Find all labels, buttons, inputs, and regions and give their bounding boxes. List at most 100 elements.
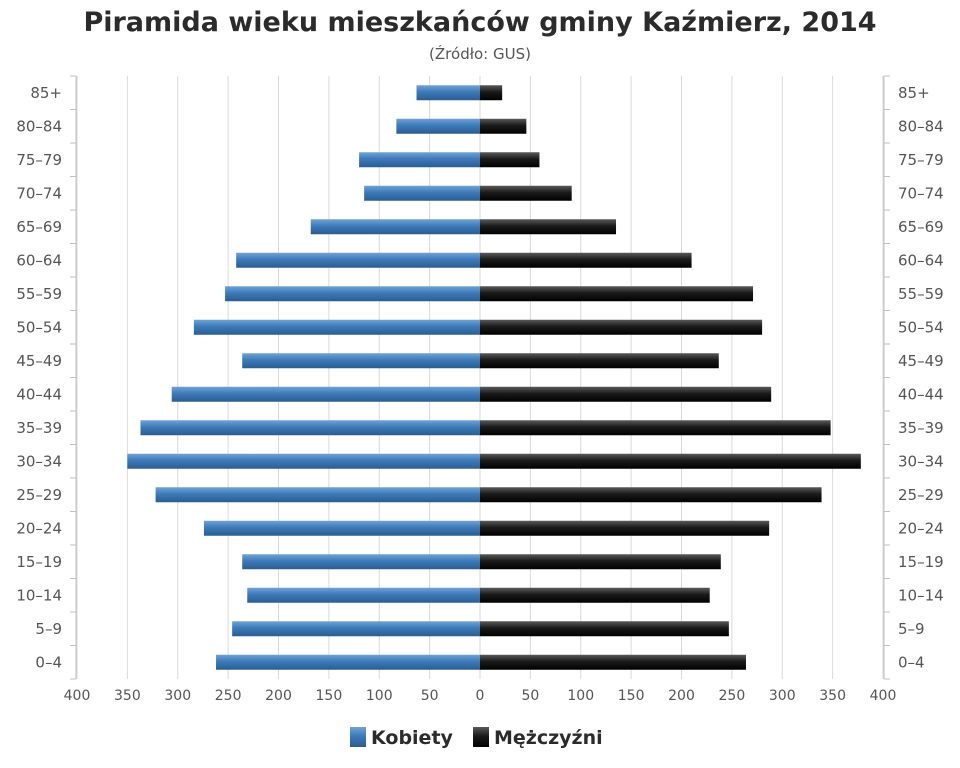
- x-tick-label: 250: [215, 688, 242, 704]
- category-label-right: 40–44: [898, 385, 944, 403]
- category-label-right: 5–9: [898, 620, 925, 638]
- bar-mezczyzni: [480, 520, 770, 536]
- bar-mezczyzni: [480, 353, 719, 369]
- category-label-left: 5–9: [35, 620, 62, 638]
- x-tick-label: 300: [164, 688, 191, 704]
- bar-mezczyzni: [480, 319, 763, 335]
- bar-kobiety: [242, 353, 480, 369]
- x-tick-label: 350: [819, 688, 846, 704]
- legend-swatch-mezczyzni: [473, 727, 489, 747]
- x-tick-label: 400: [870, 688, 897, 704]
- category-label-left: 15–19: [16, 553, 62, 571]
- category-label-right: 0–4: [898, 653, 925, 671]
- category-label-right: 50–54: [898, 318, 944, 336]
- bar-kobiety: [155, 487, 480, 503]
- chart-subtitle: (Źródło: GUS): [429, 44, 531, 63]
- chart-title: Piramida wieku mieszkańców gminy Kaźmier…: [83, 7, 876, 38]
- bar-kobiety: [359, 152, 480, 168]
- x-tick-label: 0: [476, 688, 485, 704]
- legend: Kobiety Mężczyźni: [350, 727, 603, 749]
- category-label-right: 60–64: [898, 251, 944, 269]
- bar-kobiety: [171, 386, 480, 402]
- bars: [127, 85, 861, 670]
- bar-mezczyzni: [480, 487, 822, 503]
- category-label-right: 20–24: [898, 519, 944, 537]
- category-labels-right: 85+ 80–84 75–79 70–74 65–69 60–64 55–59 50–54 45…: [898, 84, 944, 672]
- x-tick-label: 250: [719, 688, 746, 704]
- x-tick-label: 100: [567, 688, 594, 704]
- x-tick-label: 400: [64, 688, 91, 704]
- bar-kobiety: [232, 621, 480, 637]
- category-label-left: 40–44: [16, 385, 62, 403]
- category-label-right: 55–59: [898, 285, 944, 303]
- category-label-right: 45–49: [898, 352, 944, 370]
- category-label-left: 75–79: [16, 151, 62, 169]
- bar-mezczyzni: [480, 587, 710, 603]
- bar-mezczyzni: [480, 152, 540, 168]
- bar-kobiety: [216, 654, 480, 670]
- x-tick-label: 200: [668, 688, 695, 704]
- axes: [70, 75, 890, 680]
- category-label-left: 20–24: [16, 519, 62, 537]
- bar-mezczyzni: [480, 554, 721, 570]
- category-label-left: 10–14: [16, 586, 62, 604]
- bar-kobiety: [225, 286, 480, 302]
- category-labels-left: 85+ 80–84 75–79 70–74 65–69 60–64 55–59 50–54 45…: [16, 84, 62, 672]
- bar-kobiety: [416, 85, 480, 101]
- category-label-left: 70–74: [16, 184, 62, 202]
- x-tick-label: 100: [366, 688, 393, 704]
- bar-kobiety: [364, 185, 480, 201]
- legend-swatch-kobiety: [350, 727, 366, 747]
- x-tick-label: 150: [316, 688, 343, 704]
- category-label-right: 80–84: [898, 117, 944, 135]
- category-label-left: 45–49: [16, 352, 62, 370]
- bar-kobiety: [140, 420, 480, 436]
- category-label-right: 75–79: [898, 151, 944, 169]
- category-label-right: 25–29: [898, 486, 944, 504]
- x-tick-label: 300: [769, 688, 796, 704]
- category-label-right: 65–69: [898, 218, 944, 236]
- category-label-right: 10–14: [898, 586, 944, 604]
- bar-kobiety: [127, 453, 480, 469]
- category-label-right: 15–19: [898, 553, 944, 571]
- bar-kobiety: [396, 118, 480, 134]
- grid-lines: [76, 76, 884, 679]
- bar-kobiety: [310, 219, 480, 235]
- bar-mezczyzni: [480, 420, 831, 436]
- category-label-left: 0–4: [35, 653, 62, 671]
- category-label-right: 70–74: [898, 184, 944, 202]
- legend-label-kobiety: Kobiety: [371, 727, 454, 749]
- category-label-left: 80–84: [16, 117, 62, 135]
- category-label-left: 60–64: [16, 251, 62, 269]
- bar-mezczyzni: [480, 85, 503, 101]
- bar-kobiety: [247, 587, 480, 603]
- category-label-left: 55–59: [16, 285, 62, 303]
- bar-kobiety: [242, 554, 480, 570]
- x-tick-label: 200: [265, 688, 292, 704]
- bar-kobiety: [193, 319, 480, 335]
- category-label-left: 30–34: [16, 452, 62, 470]
- category-label-right: 30–34: [898, 452, 944, 470]
- bar-mezczyzni: [480, 118, 527, 134]
- x-tick-label: 350: [114, 688, 141, 704]
- category-label-right: 85+: [898, 84, 930, 102]
- x-tick-label: 50: [421, 688, 439, 704]
- bar-mezczyzni: [480, 252, 692, 268]
- x-tick-labels: 400 350 300 250 200 150 100 50 0 50 100 150 200 250 30…: [64, 688, 897, 704]
- legend-label-mezczyzni: Mężczyźni: [494, 727, 603, 749]
- bar-kobiety: [236, 252, 480, 268]
- category-label-right: 35–39: [898, 419, 944, 437]
- bar-kobiety: [203, 520, 480, 536]
- category-label-left: 35–39: [16, 419, 62, 437]
- bar-mezczyzni: [480, 286, 754, 302]
- category-label-left: 25–29: [16, 486, 62, 504]
- category-label-left: 85+: [30, 84, 62, 102]
- bar-mezczyzni: [480, 386, 772, 402]
- x-tick-label: 50: [521, 688, 539, 704]
- category-label-left: 50–54: [16, 318, 62, 336]
- bar-mezczyzni: [480, 453, 861, 469]
- bar-mezczyzni: [480, 219, 617, 235]
- bar-mezczyzni: [480, 621, 729, 637]
- bar-mezczyzni: [480, 654, 746, 670]
